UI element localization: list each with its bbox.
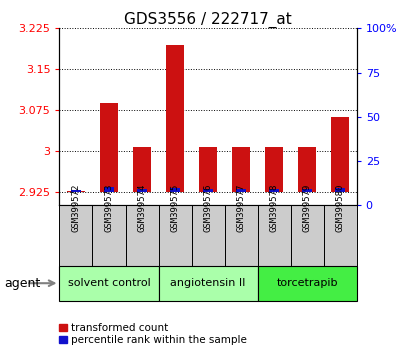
Text: GSM399579: GSM399579 [302, 184, 311, 232]
Bar [158, 266, 257, 301]
Bar [323, 205, 356, 266]
Legend: transformed count, percentile rank within the sample: transformed count, percentile rank withi… [58, 323, 246, 345]
Bar [297, 147, 315, 192]
Title: GDS3556 / 222717_at: GDS3556 / 222717_at [124, 12, 291, 28]
Bar [104, 187, 114, 192]
Bar [67, 190, 85, 192]
Text: angiotensin II: angiotensin II [170, 278, 245, 288]
Bar [236, 189, 245, 192]
Bar [301, 189, 311, 192]
Bar [191, 205, 224, 266]
Bar [166, 45, 184, 192]
Bar [231, 147, 249, 192]
Text: GSM399573: GSM399573 [104, 184, 113, 232]
Bar [202, 189, 213, 192]
Text: torcetrapib: torcetrapib [276, 278, 337, 288]
Bar [59, 205, 92, 266]
Text: GSM399580: GSM399580 [335, 184, 344, 232]
Bar [137, 189, 147, 192]
Text: GSM399572: GSM399572 [71, 184, 80, 232]
Bar [125, 205, 158, 266]
Bar [59, 266, 158, 301]
Bar [290, 205, 323, 266]
Text: GSM399578: GSM399578 [269, 184, 278, 232]
Text: GSM399577: GSM399577 [236, 184, 245, 232]
Text: solvent control: solvent control [67, 278, 150, 288]
Bar [100, 103, 118, 192]
Bar [158, 205, 191, 266]
Bar [257, 205, 290, 266]
Bar [335, 188, 344, 192]
Bar [257, 266, 356, 301]
Bar [170, 188, 180, 192]
Bar [330, 116, 348, 192]
Bar [268, 189, 279, 192]
Text: GSM399574: GSM399574 [137, 184, 146, 232]
Bar [224, 205, 257, 266]
Text: GSM399575: GSM399575 [170, 184, 179, 232]
Text: agent: agent [4, 277, 40, 290]
Bar [71, 190, 81, 192]
Bar [198, 147, 217, 192]
Bar [92, 205, 125, 266]
Bar [133, 147, 151, 192]
Text: GSM399576: GSM399576 [203, 184, 212, 232]
Bar [264, 147, 283, 192]
